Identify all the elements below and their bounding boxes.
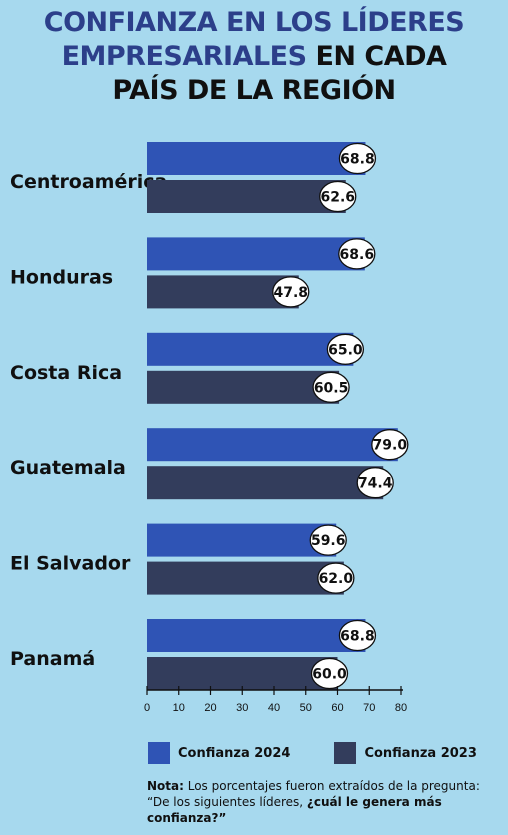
- bar-2024: [147, 237, 365, 271]
- bar-2024: [147, 619, 366, 652]
- x-tick-label: 0: [144, 702, 150, 714]
- title-line-2-rest: EN CADA: [306, 41, 447, 72]
- value-bubble: [317, 562, 355, 594]
- legend-label-2023: Confianza 2023: [364, 745, 477, 761]
- data-label: 60.5: [314, 380, 349, 396]
- legend-swatch-2024: [148, 742, 170, 764]
- data-label: 59.6: [311, 533, 346, 549]
- x-tick-label: 20: [204, 702, 216, 714]
- category-label: Guatemala: [10, 457, 126, 479]
- data-label: 65.0: [328, 342, 363, 358]
- footnote-question: ¿cuál le genera más confianza?”: [147, 795, 442, 825]
- x-tick-label: 60: [331, 702, 343, 714]
- data-label: 60.0: [312, 667, 347, 683]
- data-label: 79.0: [373, 438, 408, 454]
- value-bubble: [338, 619, 377, 652]
- title-line-3: PAÍS DE LA REGIÓN: [112, 75, 396, 106]
- bar-2023: [147, 466, 384, 500]
- value-bubble: [310, 657, 349, 690]
- footnote-label: Nota:: [147, 779, 184, 793]
- footnote-text: Los porcentajes fueron extraídos de la p…: [147, 779, 480, 809]
- footnote: Nota: Los porcentajes fueron extraídos d…: [147, 778, 497, 826]
- bar-2023: [147, 180, 346, 213]
- bar-2024: [147, 142, 366, 175]
- data-label: 68.6: [340, 247, 375, 263]
- x-tick-label: 30: [236, 702, 248, 714]
- bar-2024: [147, 523, 337, 557]
- data-label: 68.8: [340, 629, 375, 645]
- bar-2023: [147, 657, 338, 690]
- title-line-1: CONFIANZA EN LOS LÍDERES: [43, 7, 465, 38]
- value-bubble: [356, 467, 394, 499]
- bar-2024: [147, 428, 398, 462]
- data-label: 47.8: [273, 285, 308, 301]
- legend-item-2023: Confianza 2023: [334, 742, 477, 764]
- value-bubble: [338, 142, 377, 175]
- value-bubble: [326, 333, 365, 365]
- x-tick-label: 40: [268, 702, 280, 714]
- legend-swatch-2023: [334, 742, 357, 764]
- category-label: Centroamérica: [10, 171, 167, 193]
- category-label: El Salvador: [10, 553, 131, 575]
- bar-2023: [147, 561, 344, 595]
- value-bubble: [371, 429, 409, 461]
- title-line-2: EMPRESARIALES EN CADA: [0, 40, 508, 74]
- data-label: 68.8: [340, 152, 375, 168]
- x-tick-label: 50: [300, 702, 312, 714]
- data-label: 74.4: [358, 476, 393, 492]
- legend-label-2024: Confianza 2024: [178, 745, 291, 761]
- category-label: Panamá: [10, 648, 95, 670]
- value-bubble: [319, 180, 357, 213]
- data-label: 62.6: [320, 190, 355, 206]
- bar-2024: [147, 332, 354, 366]
- category-label: Costa Rica: [10, 362, 122, 384]
- legend: Confianza 2024 Confianza 2023: [148, 742, 477, 764]
- category-label: Honduras: [10, 266, 113, 288]
- x-tick-label: 10: [173, 702, 185, 714]
- value-bubble: [312, 371, 350, 403]
- chart-title: CONFIANZA EN LOS LÍDERES EMPRESARIALES E…: [0, 6, 508, 108]
- bar-2023: [147, 370, 340, 404]
- title-line-2-highlight: EMPRESARIALES: [61, 41, 308, 72]
- x-tick-label: 80: [395, 702, 407, 714]
- value-bubble: [272, 276, 310, 308]
- value-bubble: [338, 238, 376, 270]
- legend-item-2024: Confianza 2024: [148, 742, 290, 764]
- x-tick-label: 70: [363, 702, 375, 714]
- value-bubble: [309, 524, 347, 556]
- data-label: 62.0: [319, 571, 354, 587]
